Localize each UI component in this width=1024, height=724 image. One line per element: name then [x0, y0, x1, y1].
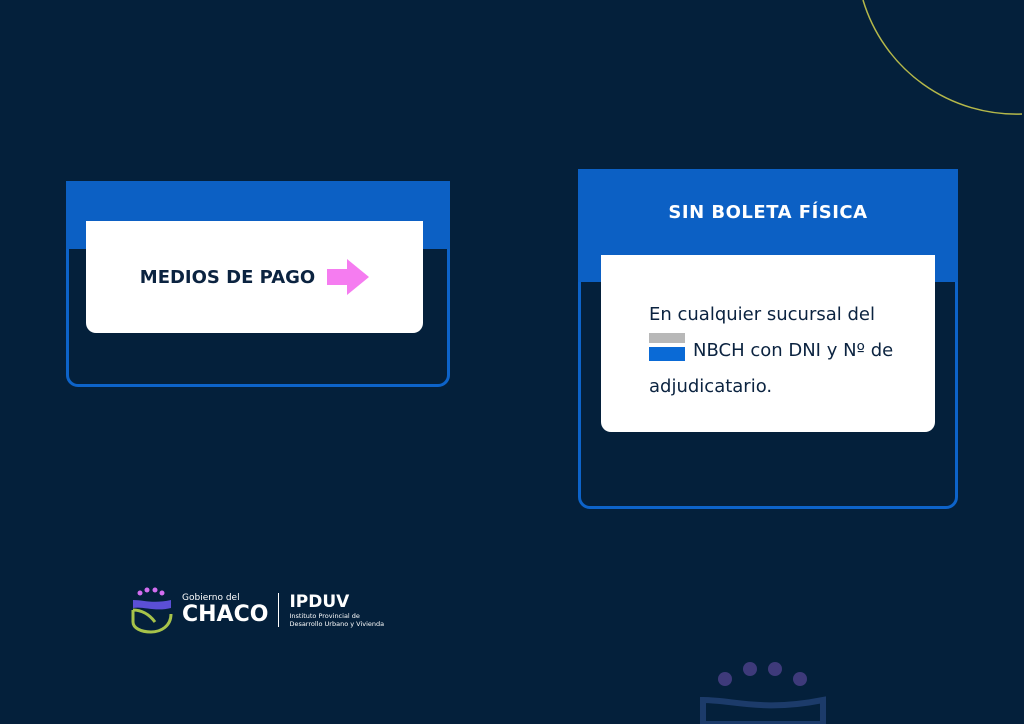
footer-logo: Gobierno del CHACO IPDUV Instituto Provi… — [130, 586, 384, 634]
divider — [278, 593, 280, 627]
body-line: En cualquier sucursal del — [649, 304, 875, 325]
body-line: NBCH con DNI y Nº de — [693, 340, 894, 361]
org-line2: Desarrollo Urbano y Vivienda — [289, 620, 385, 628]
org-name: IPDUV — [289, 592, 350, 612]
decorative-arc — [862, 0, 1023, 115]
org-line1: Instituto Provincial de — [289, 612, 360, 620]
payment-methods-label: MEDIOS DE PAGO — [139, 266, 316, 288]
card-body: En cualquier sucursal del NBCH con DNI y… — [601, 255, 935, 432]
watermark-logo-icon — [700, 662, 826, 724]
no-physical-bill-card: SIN BOLETA FÍSICA En cualquier sucursal … — [578, 169, 958, 509]
payment-methods-button[interactable]: MEDIOS DE PAGO — [86, 221, 423, 333]
gov-small: Gobierno del — [182, 593, 240, 603]
body-line: adjudicatario. — [649, 376, 773, 397]
nbch-logo-icon — [649, 333, 685, 361]
chaco-logo-icon — [131, 587, 173, 634]
payment-methods-card: MEDIOS DE PAGO — [66, 181, 450, 387]
gov-big: CHACO — [182, 602, 269, 627]
card-title: SIN BOLETA FÍSICA — [668, 202, 868, 223]
arrow-right-icon — [327, 259, 370, 295]
